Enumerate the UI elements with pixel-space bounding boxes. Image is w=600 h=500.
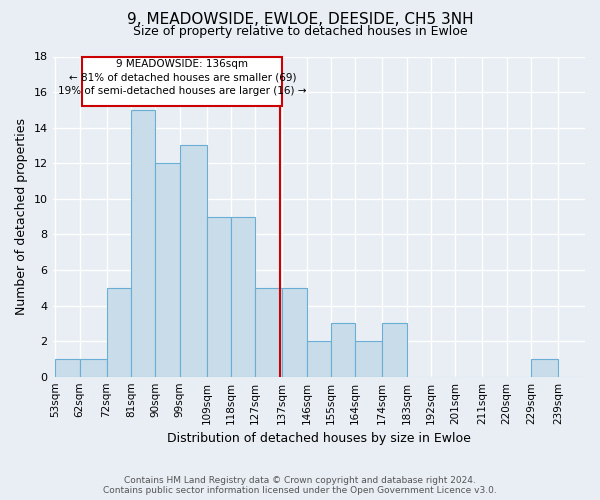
- Text: 9, MEADOWSIDE, EWLOE, DEESIDE, CH5 3NH: 9, MEADOWSIDE, EWLOE, DEESIDE, CH5 3NH: [127, 12, 473, 28]
- Bar: [155, 163, 179, 376]
- Bar: [82, 56, 282, 106]
- Bar: [331, 324, 355, 376]
- Bar: [282, 288, 307, 376]
- Bar: [107, 288, 131, 376]
- Bar: [355, 341, 382, 376]
- Bar: [382, 324, 407, 376]
- Bar: [307, 341, 331, 376]
- Bar: [255, 288, 282, 376]
- X-axis label: Distribution of detached houses by size in Ewloe: Distribution of detached houses by size …: [167, 432, 471, 445]
- Y-axis label: Number of detached properties: Number of detached properties: [15, 118, 28, 315]
- Text: 9 MEADOWSIDE: 136sqm
← 81% of detached houses are smaller (69)
19% of semi-detac: 9 MEADOWSIDE: 136sqm ← 81% of detached h…: [58, 59, 307, 96]
- Bar: [179, 146, 206, 376]
- Text: Size of property relative to detached houses in Ewloe: Size of property relative to detached ho…: [133, 25, 467, 38]
- Bar: [131, 110, 155, 376]
- Bar: [206, 216, 231, 376]
- Bar: [80, 359, 107, 376]
- Bar: [231, 216, 255, 376]
- Bar: [55, 359, 80, 376]
- Text: Contains HM Land Registry data © Crown copyright and database right 2024.
Contai: Contains HM Land Registry data © Crown c…: [103, 476, 497, 495]
- Bar: [531, 359, 558, 376]
